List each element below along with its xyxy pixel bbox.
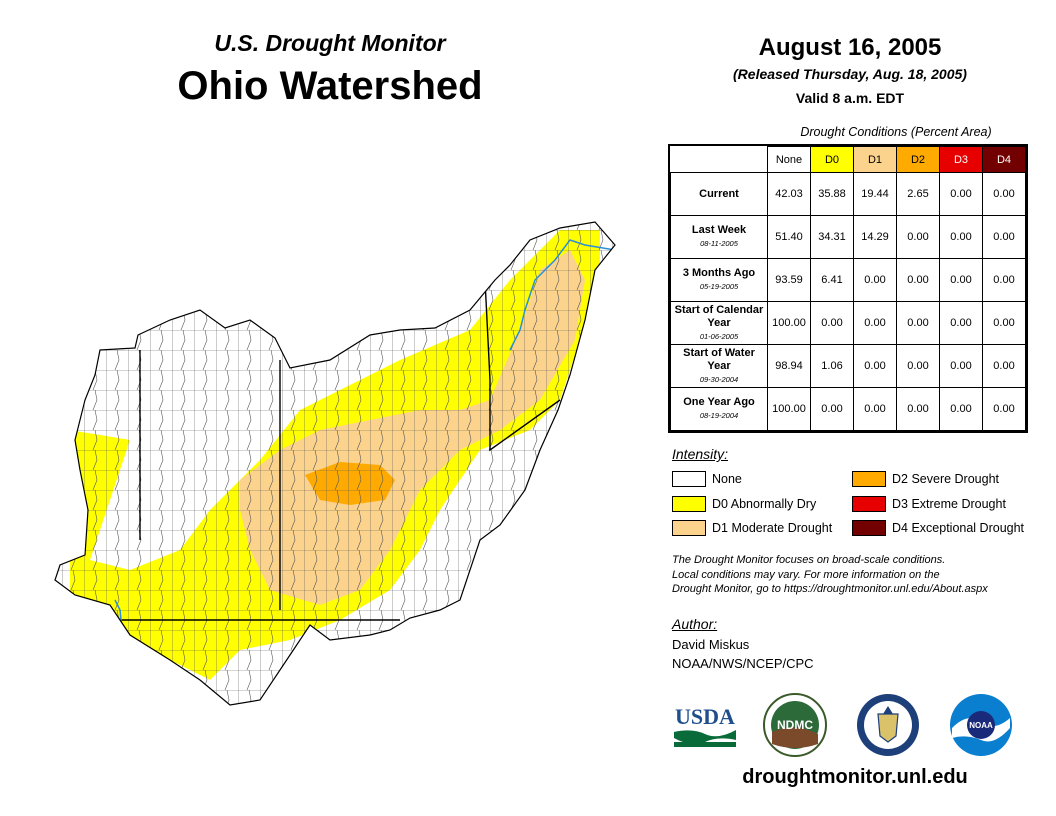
cell: 0.00	[896, 258, 940, 302]
author-org: NOAA/NWS/NCEP/CPC	[672, 656, 814, 671]
cell: 0.00	[939, 215, 983, 259]
about-link[interactable]: Drought Monitor, go to https://droughtmo…	[672, 583, 988, 595]
col-none: None	[767, 146, 811, 173]
map-date: August 16, 2005	[758, 34, 942, 61]
cell: 0.00	[982, 258, 1026, 302]
table-row: One Year Ago 08-19-2004 100.00 0.00 0.00 …	[670, 387, 1026, 431]
noaa-logo: NOAA	[950, 694, 1012, 756]
cell: 0.00	[982, 215, 1026, 259]
legend-heading: Intensity:	[672, 446, 729, 462]
watershed-map	[54, 221, 616, 706]
valid-time: Valid 8 a.m. EDT	[795, 90, 905, 106]
ndmc-logo: NDMC	[763, 693, 827, 757]
row-label: One Year Ago 08-19-2004	[670, 387, 768, 431]
cell: 0.00	[853, 344, 897, 388]
table-header-row: None D0 D1 D2 D3 D4	[671, 146, 1026, 173]
col-d0: D0	[810, 146, 854, 173]
col-d4: D4	[982, 146, 1026, 173]
legend-item-d4: D4 Exceptional Drought	[852, 520, 1024, 536]
cell: 0.00	[853, 301, 897, 345]
cell: 98.94	[767, 344, 811, 388]
cell: 0.00	[939, 301, 983, 345]
cell: 93.59	[767, 258, 811, 302]
row-label: Current	[670, 172, 768, 216]
cell: 51.40	[767, 215, 811, 259]
map-title: Ohio Watershed	[177, 64, 483, 108]
table-caption: Drought Conditions (Percent Area)	[800, 125, 992, 139]
col-d3: D3	[939, 146, 983, 173]
cell: 0.00	[896, 301, 940, 345]
cell: 0.00	[982, 172, 1026, 216]
legend-item-d0: D0 Abnormally Dry	[672, 496, 816, 512]
legend-item-d1: D1 Moderate Drought	[672, 520, 832, 536]
cell: 19.44	[853, 172, 897, 216]
commerce-seal-logo	[857, 694, 919, 756]
cell: 42.03	[767, 172, 811, 216]
cell: 0.00	[982, 387, 1026, 431]
legend-item-d2: D2 Severe Drought	[852, 471, 999, 487]
legend-swatch	[852, 496, 886, 512]
usda-logo: USDA	[674, 704, 736, 747]
website-url[interactable]: droughtmonitor.unl.edu	[742, 766, 968, 788]
cell: 0.00	[939, 258, 983, 302]
legend-swatch	[852, 520, 886, 536]
table-row: Last Week 08-11-2005 51.40 34.31 14.29 0.…	[670, 215, 1026, 259]
cell: 2.65	[896, 172, 940, 216]
cell: 0.00	[939, 387, 983, 431]
cell: 0.00	[896, 387, 940, 431]
cell: 0.00	[982, 301, 1026, 345]
drought-conditions-table: None D0 D1 D2 D3 D4 Current 42.03 35.88 …	[668, 144, 1028, 433]
author-heading: Author:	[672, 616, 718, 632]
cell: 1.06	[810, 344, 854, 388]
cell: 35.88	[810, 172, 854, 216]
cell: 100.00	[767, 387, 811, 431]
table-row: Start of Water Year 09-30-2004 98.94 1.06…	[670, 344, 1026, 388]
cell: 0.00	[853, 387, 897, 431]
col-d2: D2	[896, 146, 940, 173]
cell: 0.00	[939, 344, 983, 388]
svg-text:USDA: USDA	[675, 704, 735, 729]
release-date: (Released Thursday, Aug. 18, 2005)	[733, 66, 967, 82]
cell: 0.00	[810, 387, 854, 431]
row-label: 3 Months Ago 05-19-2005	[670, 258, 768, 302]
legend-swatch	[852, 471, 886, 487]
table-row: Current 42.03 35.88 19.44 2.65 0.00 0.00	[670, 172, 1026, 216]
cell: 14.29	[853, 215, 897, 259]
cell: 0.00	[896, 344, 940, 388]
svg-text:NOAA: NOAA	[969, 721, 993, 730]
cell: 34.31	[810, 215, 854, 259]
cell: 0.00	[853, 258, 897, 302]
cell: 0.00	[939, 172, 983, 216]
cell: 100.00	[767, 301, 811, 345]
col-d1: D1	[853, 146, 897, 173]
legend-swatch	[672, 471, 706, 487]
table-row: Start of Calendar Year 01-06-2005 100.00 …	[670, 301, 1026, 345]
cell: 0.00	[810, 301, 854, 345]
legend-item-none: None	[672, 471, 742, 487]
cell: 0.00	[896, 215, 940, 259]
legend-swatch	[672, 496, 706, 512]
row-label: Start of Water Year 09-30-2004	[670, 344, 768, 388]
table-row: 3 Months Ago 05-19-2005 93.59 6.41 0.00 0…	[670, 258, 1026, 302]
svg-text:NDMC: NDMC	[777, 718, 813, 732]
author-name: David Miskus	[672, 637, 750, 652]
map-subtitle: U.S. Drought Monitor	[214, 30, 446, 56]
row-label: Start of Calendar Year 01-06-2005	[670, 301, 768, 345]
legend-item-d3: D3 Extreme Drought	[852, 496, 1006, 512]
cell: 6.41	[810, 258, 854, 302]
row-label: Last Week 08-11-2005	[670, 215, 768, 259]
disclaimer-note: The Drought Monitor focuses on broad-sca…	[672, 553, 1042, 597]
cell: 0.00	[982, 344, 1026, 388]
legend-swatch	[672, 520, 706, 536]
